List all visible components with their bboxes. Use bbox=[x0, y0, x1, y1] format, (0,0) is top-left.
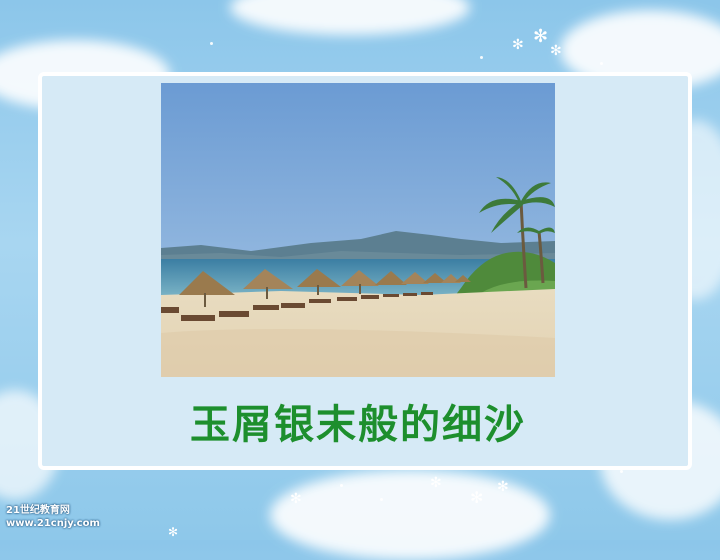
sparkle-dot bbox=[340, 484, 343, 487]
sparkle-dot bbox=[480, 56, 483, 59]
sparkle-dot bbox=[380, 498, 383, 501]
logo-line-2: www.21cnjy.com bbox=[6, 518, 100, 529]
sparkle-icon: ✻ bbox=[290, 491, 302, 507]
sparkle-dot bbox=[600, 62, 603, 65]
sparkle-dot bbox=[620, 470, 623, 473]
cloud-top-center bbox=[230, 0, 470, 35]
logo-line-1: 21世纪教育网 bbox=[6, 505, 70, 516]
sparkle-icon: ✻ bbox=[430, 475, 442, 491]
sparkle-icon: ✻ bbox=[470, 488, 484, 507]
site-logo: 21世纪教育网 www.21cnjy.com bbox=[6, 504, 100, 530]
sparkle-icon: ✻ bbox=[497, 479, 509, 495]
slide-caption: 玉屑银末般的细沙 bbox=[190, 402, 526, 448]
sparkle-dot bbox=[210, 42, 213, 45]
sparkle-icon: ✻ bbox=[533, 26, 549, 47]
sparkle-icon: ✻ bbox=[512, 37, 524, 53]
sparkle-icon: ✻ bbox=[168, 525, 179, 539]
sparkle-icon: ✻ bbox=[550, 43, 562, 59]
beach-photo bbox=[161, 83, 555, 377]
